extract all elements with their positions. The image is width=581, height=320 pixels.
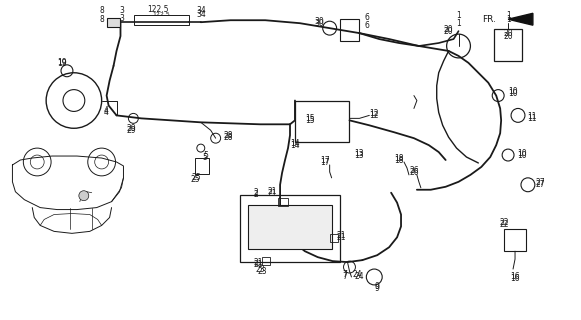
Text: 11: 11 <box>527 114 537 123</box>
Text: 34: 34 <box>196 6 206 15</box>
Text: 17: 17 <box>320 156 329 165</box>
Text: 122.5: 122.5 <box>152 12 170 17</box>
Text: 28: 28 <box>224 131 234 140</box>
Text: 1: 1 <box>505 15 511 24</box>
Bar <box>329 234 338 242</box>
Text: 8: 8 <box>99 6 104 15</box>
Text: 13: 13 <box>354 150 364 160</box>
Text: 1: 1 <box>505 11 511 20</box>
Text: 21: 21 <box>253 260 263 268</box>
Polygon shape <box>508 13 533 25</box>
Text: 24: 24 <box>353 270 362 279</box>
Text: 14: 14 <box>290 139 300 148</box>
Text: 14: 14 <box>290 140 300 150</box>
Bar <box>106 18 120 27</box>
Text: 28: 28 <box>224 133 234 142</box>
Text: 26: 26 <box>409 166 419 175</box>
Text: 21: 21 <box>267 187 277 196</box>
Text: 22: 22 <box>500 218 509 227</box>
Text: 6: 6 <box>365 13 370 22</box>
Text: 4: 4 <box>103 106 108 115</box>
Bar <box>248 204 332 249</box>
Text: 22: 22 <box>500 220 509 229</box>
Text: 21: 21 <box>253 258 263 267</box>
Text: 1: 1 <box>456 19 461 28</box>
Text: 21: 21 <box>337 231 346 240</box>
Text: 20: 20 <box>444 25 453 34</box>
Text: 30: 30 <box>315 17 325 26</box>
Text: 1: 1 <box>456 11 461 20</box>
Text: 17: 17 <box>320 158 329 167</box>
Text: 18: 18 <box>394 156 404 164</box>
Text: 3: 3 <box>119 6 124 15</box>
Circle shape <box>79 191 89 201</box>
Text: 5: 5 <box>202 153 207 162</box>
Text: 20: 20 <box>503 28 513 38</box>
Text: 19: 19 <box>57 58 67 67</box>
Text: 7: 7 <box>342 270 347 279</box>
Text: 10: 10 <box>508 87 518 96</box>
Text: 11: 11 <box>527 112 537 121</box>
Text: 4: 4 <box>103 108 108 117</box>
Text: 6: 6 <box>365 21 370 30</box>
Text: 25: 25 <box>191 173 200 182</box>
Text: 2: 2 <box>254 190 259 199</box>
Bar <box>195 158 209 174</box>
Text: 3: 3 <box>119 14 124 23</box>
Text: 18: 18 <box>394 154 404 163</box>
Text: 29: 29 <box>127 126 136 135</box>
Bar <box>241 195 339 262</box>
Bar <box>494 29 522 61</box>
Text: 8: 8 <box>99 15 104 24</box>
Text: 5: 5 <box>203 150 208 160</box>
Text: 9: 9 <box>375 282 379 292</box>
Text: 23: 23 <box>257 267 267 276</box>
Bar <box>278 198 288 206</box>
Text: 20: 20 <box>503 32 513 41</box>
Text: 20: 20 <box>444 27 453 36</box>
Bar <box>262 257 270 265</box>
Text: 10: 10 <box>517 150 527 160</box>
Text: 27: 27 <box>536 180 546 189</box>
Text: 19: 19 <box>57 59 67 68</box>
Text: 15: 15 <box>305 114 315 123</box>
Text: 10: 10 <box>517 148 527 157</box>
Text: 29: 29 <box>127 124 136 133</box>
Text: 9: 9 <box>375 284 379 293</box>
Text: 2: 2 <box>254 188 259 197</box>
Text: 12: 12 <box>370 111 379 120</box>
Text: 23: 23 <box>256 265 265 274</box>
Text: 15: 15 <box>305 116 315 125</box>
Text: 26: 26 <box>409 168 419 177</box>
Text: 16: 16 <box>510 272 520 282</box>
Text: 10: 10 <box>508 89 518 98</box>
Bar <box>295 100 350 142</box>
Text: 7: 7 <box>342 272 347 282</box>
Text: 16: 16 <box>510 275 520 284</box>
Text: 34: 34 <box>196 10 206 19</box>
Text: FR.: FR. <box>482 15 496 24</box>
Bar <box>134 15 189 25</box>
Text: 13: 13 <box>354 148 364 157</box>
Text: 21: 21 <box>267 189 277 198</box>
Text: 25: 25 <box>190 175 200 184</box>
Text: 30: 30 <box>315 19 325 28</box>
Bar <box>339 19 360 41</box>
Text: 24: 24 <box>354 272 364 282</box>
Text: 21: 21 <box>337 233 346 242</box>
Bar <box>504 229 526 251</box>
Text: 12: 12 <box>370 109 379 118</box>
Text: 27: 27 <box>536 178 546 187</box>
Text: 122.5: 122.5 <box>148 5 169 14</box>
